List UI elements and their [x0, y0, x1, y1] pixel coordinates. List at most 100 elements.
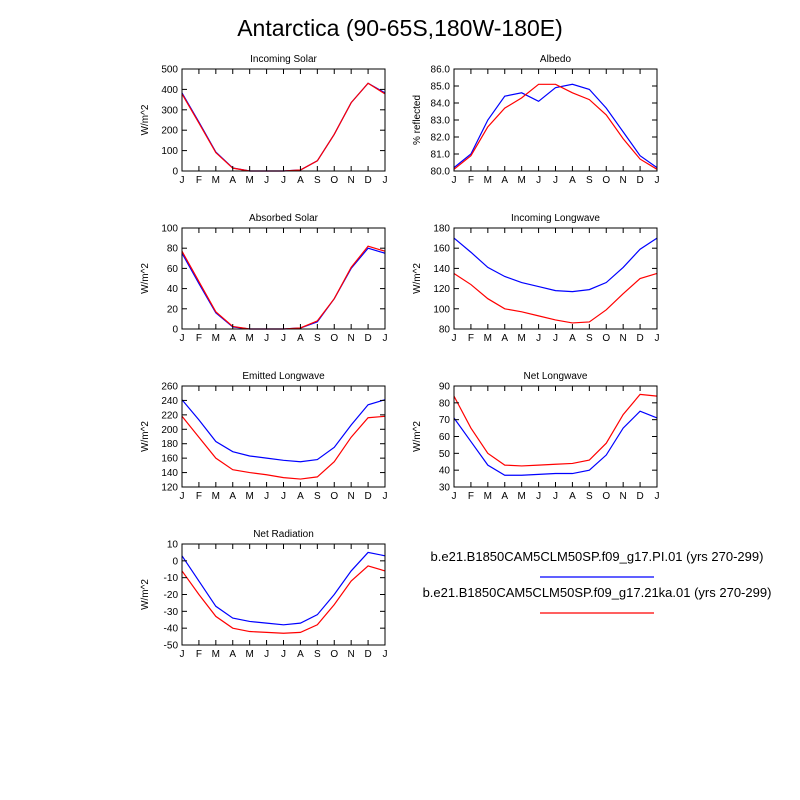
x-tick-label: S — [314, 649, 321, 660]
x-tick-label: F — [196, 649, 202, 660]
x-tick-label: A — [229, 649, 236, 660]
x-tick-label: S — [586, 175, 593, 186]
x-tick-label: D — [364, 175, 371, 186]
series-line-1 — [453, 83, 658, 169]
y-tick-label: 40 — [167, 284, 179, 295]
y-tick-label: 120 — [161, 483, 178, 494]
y-tick-label: 140 — [433, 264, 450, 275]
x-tick-label: F — [468, 491, 474, 502]
y-tick-label: -20 — [164, 590, 179, 601]
x-tick-label: D — [364, 649, 371, 660]
y-axis-label: W/m^2 — [140, 579, 151, 610]
y-tick-label: -40 — [164, 624, 179, 635]
y-tick-label: 0 — [172, 556, 178, 567]
x-tick-label: N — [620, 175, 627, 186]
y-tick-label: 160 — [161, 454, 178, 465]
x-tick-label: A — [229, 491, 236, 502]
x-tick-label: M — [212, 175, 220, 186]
x-tick-label: M — [517, 491, 525, 502]
x-tick-label: O — [602, 491, 610, 502]
x-tick-label: M — [245, 649, 253, 660]
x-tick-label: J — [383, 333, 388, 344]
x-tick-label: S — [586, 333, 593, 344]
x-tick-label: N — [348, 491, 355, 502]
x-tick-label: O — [330, 649, 338, 660]
x-tick-label: J — [180, 491, 185, 502]
y-axis-label: W/m^2 — [412, 263, 423, 294]
x-tick-label: F — [468, 333, 474, 344]
x-tick-label: A — [501, 175, 508, 186]
x-tick-label: O — [330, 175, 338, 186]
y-tick-label: 80 — [439, 325, 451, 336]
y-tick-label: 100 — [433, 304, 450, 315]
y-tick-label: 180 — [161, 439, 178, 450]
x-tick-label: J — [655, 175, 660, 186]
y-tick-label: 200 — [161, 425, 178, 436]
x-tick-label: S — [314, 333, 321, 344]
x-tick-label: F — [468, 175, 474, 186]
y-axis-label: % reflected — [412, 95, 423, 145]
x-tick-label: J — [281, 649, 286, 660]
y-tick-label: 70 — [439, 415, 451, 426]
x-tick-label: M — [212, 649, 220, 660]
x-tick-label: D — [636, 491, 643, 502]
x-tick-label: M — [484, 491, 492, 502]
y-tick-label: 60 — [167, 264, 179, 275]
y-tick-label: 300 — [161, 105, 178, 116]
y-tick-label: 85.0 — [431, 82, 451, 93]
panel-title: Albedo — [540, 54, 572, 65]
x-tick-label: J — [180, 649, 185, 660]
plot-frame — [453, 385, 658, 488]
x-tick-label: F — [196, 175, 202, 186]
y-tick-label: 90 — [439, 382, 451, 393]
x-tick-label: D — [364, 333, 371, 344]
x-tick-label: N — [620, 333, 627, 344]
series-line-1 — [181, 551, 386, 626]
x-tick-label: A — [501, 333, 508, 344]
y-axis-label: W/m^2 — [412, 421, 423, 452]
x-tick-label: F — [196, 333, 202, 344]
legend-label-2: b.e21.B1850CAM5CLM50SP.f09_g17.21ka.01 (… — [423, 585, 772, 600]
x-tick-label: A — [229, 333, 236, 344]
x-tick-label: M — [517, 175, 525, 186]
y-tick-label: 0 — [172, 167, 178, 178]
y-tick-label: -50 — [164, 641, 179, 652]
y-tick-label: 140 — [161, 468, 178, 479]
x-tick-label: A — [569, 333, 576, 344]
x-tick-label: O — [602, 175, 610, 186]
x-tick-label: J — [655, 333, 660, 344]
y-tick-label: 86.0 — [431, 65, 451, 76]
series-line-1 — [453, 410, 658, 476]
panel-title: Net Longwave — [524, 371, 588, 382]
series-line-1 — [181, 399, 386, 463]
x-tick-label: J — [281, 175, 286, 186]
x-tick-label: J — [264, 175, 269, 186]
x-tick-label: A — [297, 491, 304, 502]
series-line-1 — [181, 82, 386, 172]
x-tick-label: D — [636, 175, 643, 186]
legend: b.e21.B1850CAM5CLM50SP.f09_g17.PI.01 (yr… — [423, 549, 772, 614]
x-tick-label: J — [536, 175, 541, 186]
x-tick-label: N — [348, 175, 355, 186]
figure-title: Antarctica (90-65S,180W-180E) — [237, 15, 563, 41]
series-line-1 — [181, 247, 386, 330]
y-tick-label: 80.0 — [431, 167, 451, 178]
plot-frame — [453, 227, 658, 330]
x-tick-label: J — [553, 491, 558, 502]
x-tick-label: M — [245, 491, 253, 502]
x-tick-label: A — [297, 649, 304, 660]
x-tick-label: D — [636, 333, 643, 344]
y-tick-label: 20 — [167, 304, 179, 315]
x-tick-label: M — [517, 333, 525, 344]
x-tick-label: J — [383, 649, 388, 660]
legend-label-1: b.e21.B1850CAM5CLM50SP.f09_g17.PI.01 (yr… — [431, 549, 764, 564]
x-tick-label: O — [330, 491, 338, 502]
y-tick-label: 200 — [161, 126, 178, 137]
y-tick-label: 160 — [433, 244, 450, 255]
series-line-2 — [453, 393, 658, 467]
x-tick-label: A — [297, 333, 304, 344]
